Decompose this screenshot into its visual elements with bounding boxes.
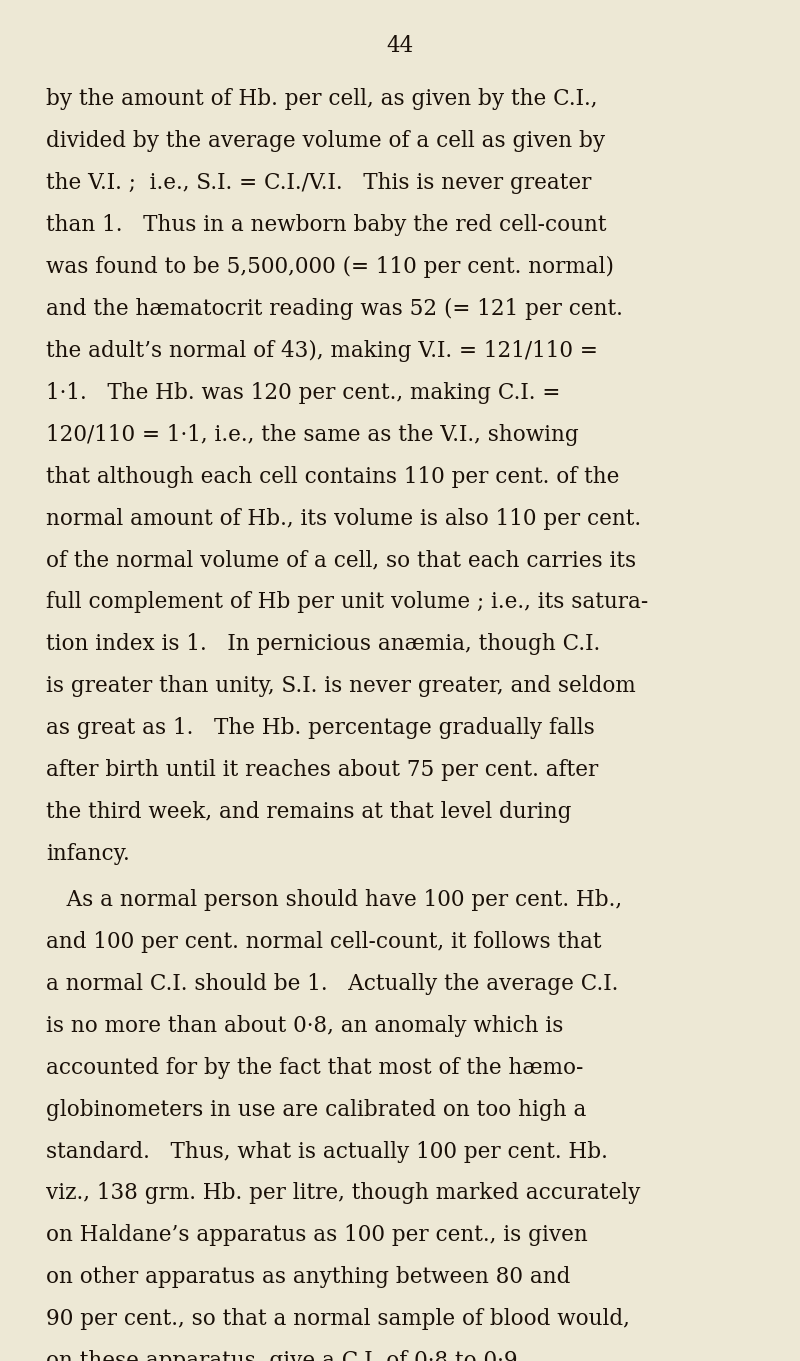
Text: the V.I. ;  i.e., S.I. = C.I./V.I.   This is never greater: the V.I. ; i.e., S.I. = C.I./V.I. This i… [46,173,592,195]
Text: and the hæmatocrit reading was 52 (= 121 per cent.: and the hæmatocrit reading was 52 (= 121… [46,298,623,320]
Text: a normal C.I. should be 1.   Actually the average C.I.: a normal C.I. should be 1. Actually the … [46,973,618,995]
Text: on Haldane’s apparatus as 100 per cent., is given: on Haldane’s apparatus as 100 per cent.,… [46,1225,588,1247]
Text: than 1.   Thus in a newborn baby the red cell-count: than 1. Thus in a newborn baby the red c… [46,214,607,237]
Text: and 100 per cent. normal cell-count, it follows that: and 100 per cent. normal cell-count, it … [46,931,602,953]
Text: 90 per cent., so that a normal sample of blood would,: 90 per cent., so that a normal sample of… [46,1308,630,1330]
Text: is no more than about 0·8, an anomaly which is: is no more than about 0·8, an anomaly wh… [46,1015,564,1037]
Text: that although each cell contains 110 per cent. of the: that although each cell contains 110 per… [46,465,620,487]
Text: on these apparatus, give a C.I. of 0·8 to 0·9.: on these apparatus, give a C.I. of 0·8 t… [46,1350,525,1361]
Text: standard.   Thus, what is actually 100 per cent. Hb.: standard. Thus, what is actually 100 per… [46,1141,608,1162]
Text: of the normal volume of a cell, so that each carries its: of the normal volume of a cell, so that … [46,550,637,572]
Text: on other apparatus as anything between 80 and: on other apparatus as anything between 8… [46,1266,570,1289]
Text: 44: 44 [386,35,414,57]
Text: the third week, and remains at that level during: the third week, and remains at that leve… [46,802,572,823]
Text: viz., 138 grm. Hb. per litre, though marked accurately: viz., 138 grm. Hb. per litre, though mar… [46,1183,641,1204]
Text: divided by the average volume of a cell as given by: divided by the average volume of a cell … [46,131,606,152]
Text: as great as 1.   The Hb. percentage gradually falls: as great as 1. The Hb. percentage gradua… [46,717,595,739]
Text: was found to be 5,500,000 (= 110 per cent. normal): was found to be 5,500,000 (= 110 per cen… [46,256,614,278]
Text: by the amount of Hb. per cell, as given by the C.I.,: by the amount of Hb. per cell, as given … [46,88,598,110]
Text: tion index is 1.   In pernicious anæmia, though C.I.: tion index is 1. In pernicious anæmia, t… [46,633,601,656]
Text: globinometers in use are calibrated on too high a: globinometers in use are calibrated on t… [46,1098,586,1120]
Text: the adult’s normal of 43), making V.I. = 121/110 =: the adult’s normal of 43), making V.I. =… [46,340,598,362]
Text: is greater than unity, S.I. is never greater, and seldom: is greater than unity, S.I. is never gre… [46,675,636,697]
Text: full complement of Hb per unit volume ; i.e., its satura-: full complement of Hb per unit volume ; … [46,592,649,614]
Text: accounted for by the fact that most of the hæmo-: accounted for by the fact that most of t… [46,1056,584,1079]
Text: infancy.: infancy. [46,842,130,866]
Text: As a normal person should have 100 per cent. Hb.,: As a normal person should have 100 per c… [46,889,622,911]
Text: after birth until it reaches about 75 per cent. after: after birth until it reaches about 75 pe… [46,759,598,781]
Text: 1·1.   The Hb. was 120 per cent., making C.I. =: 1·1. The Hb. was 120 per cent., making C… [46,382,561,404]
Text: normal amount of Hb., its volume is also 110 per cent.: normal amount of Hb., its volume is also… [46,508,642,529]
Text: 120/110 = 1·1, i.e., the same as the V.I., showing: 120/110 = 1·1, i.e., the same as the V.I… [46,423,579,446]
